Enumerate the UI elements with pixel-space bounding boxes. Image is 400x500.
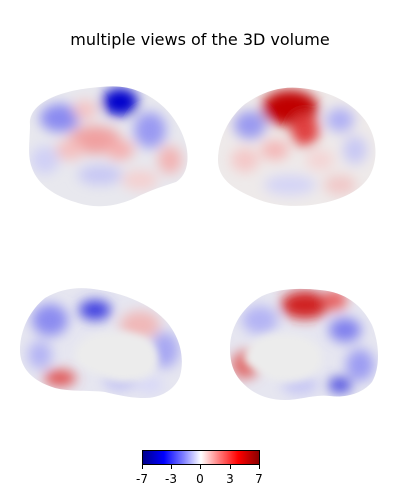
colorbar-tick — [259, 465, 260, 469]
brain-left-lateral — [29, 86, 187, 206]
colorbar-tick — [230, 465, 231, 469]
colorbar-tick — [142, 465, 143, 469]
brain-right-medial — [230, 289, 378, 400]
colorbar-tick-label: 0 — [196, 472, 204, 486]
colorbar-tick — [200, 465, 201, 469]
colorbar-tick-label: -3 — [165, 472, 177, 486]
colorbar-tick — [171, 465, 172, 469]
brain-right-lateral — [218, 88, 375, 206]
colorbar-gradient — [142, 450, 260, 465]
brain-left-medial — [20, 288, 182, 398]
colorbar-tick-label: -7 — [136, 472, 148, 486]
colorbar — [142, 450, 260, 465]
colorbar-tick-label: 3 — [226, 472, 234, 486]
colorbar-tick-label: 7 — [255, 472, 263, 486]
